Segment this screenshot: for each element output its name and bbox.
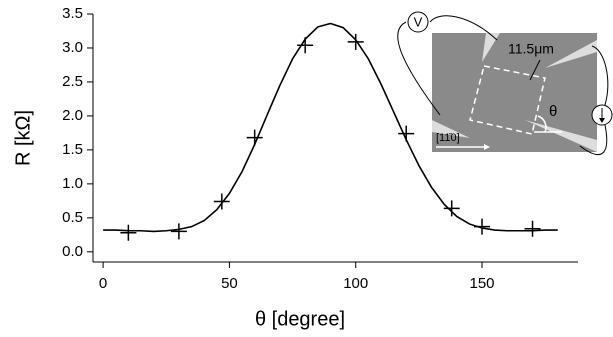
chart: θ [degree] R [kΩ] 0.0 0.5 1.0 1.5 2.0 2.5 3.0 3… [0, 0, 613, 337]
data-point [120, 225, 136, 241]
y-tick-label: 1.0 [62, 175, 83, 192]
x-axis-label: θ [degree] [255, 308, 345, 330]
y-tick-label: 0.0 [62, 243, 83, 260]
x-tick-label: 100 [343, 275, 368, 292]
inset-figure: V 11.5μm θ [11̄0] [398, 12, 612, 155]
voltage-label: V [414, 14, 423, 29]
y-tick-label: 3.0 [62, 39, 83, 56]
data-point [171, 223, 187, 239]
y-axis-label: R [kΩ] [12, 110, 34, 166]
y-tick-label: 2.5 [62, 73, 83, 90]
data-point [525, 221, 541, 237]
x-tick-label: 150 [469, 275, 494, 292]
direction-label: [11̄0] [436, 132, 460, 144]
scale-label: 11.5μm [508, 41, 554, 57]
x-tick-label: 50 [221, 275, 238, 292]
x-tick-label: 0 [99, 275, 107, 292]
y-tick-label: 3.5 [62, 5, 83, 22]
y-tick-label: 2.0 [62, 107, 83, 124]
data-point [444, 200, 460, 216]
y-tick-label: 1.5 [62, 141, 83, 158]
y-tick-label: 0.5 [62, 209, 83, 226]
angle-label: θ [549, 103, 557, 120]
